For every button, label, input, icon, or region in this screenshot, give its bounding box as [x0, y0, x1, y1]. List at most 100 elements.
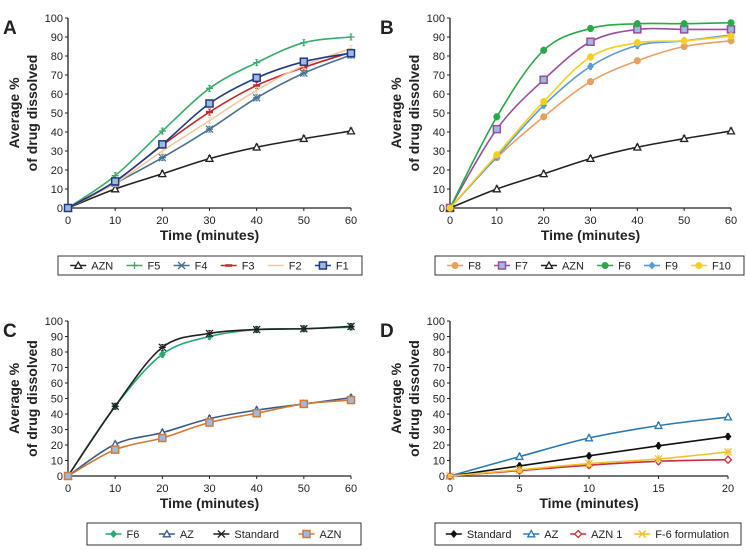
x-axis-label: Time (minutes) [541, 227, 640, 243]
data-point [446, 204, 454, 212]
y-tick-label: 20 [51, 165, 63, 177]
data-point [585, 153, 596, 163]
y-tick-label: 80 [433, 51, 445, 63]
x-tick-label: 0 [447, 483, 453, 495]
y-tick-label: 10 [51, 456, 63, 468]
panel-letter: D [380, 321, 394, 342]
data-point [158, 127, 166, 135]
y-tick-label: 30 [433, 146, 445, 158]
y-tick-label: 20 [433, 440, 445, 452]
y-tick-label: 60 [51, 89, 63, 101]
legend-item: F8 [447, 261, 481, 273]
series-line [67, 130, 352, 209]
data-point [633, 39, 641, 47]
y-tick-label: 90 [51, 32, 63, 44]
data-point [587, 24, 594, 32]
data-point [727, 32, 735, 40]
legend-item: F5 [126, 261, 160, 273]
x-tick-label: 40 [631, 215, 643, 227]
data-point [63, 203, 73, 213]
legend-item: F3 [220, 261, 255, 273]
data-point [347, 322, 355, 331]
data-point [158, 153, 167, 162]
y-tick-label: 0 [439, 203, 445, 215]
data-point [110, 445, 120, 454]
y-tick-label: 100 [427, 13, 445, 25]
x-tick-label: 10 [583, 483, 595, 495]
x-tick-label: 20 [722, 483, 734, 495]
legend-item: F7 [494, 261, 528, 273]
data-point [493, 151, 501, 159]
y-axis-label: Average % [388, 77, 404, 149]
series-azn [445, 126, 736, 212]
legend-item: AZN [70, 261, 113, 273]
y-tick-label: 90 [433, 332, 445, 344]
x-tick-label: 20 [156, 215, 168, 227]
y-tick-label: 20 [51, 440, 63, 452]
legend-item: AZN 1 [570, 529, 622, 541]
y-tick-label: 50 [433, 108, 445, 120]
series-line [67, 396, 352, 477]
legend-item: AZ [523, 529, 559, 541]
legend: F6 AZ Standard AZN [86, 522, 362, 546]
legend-label: F6 [618, 261, 631, 273]
error-bar [208, 117, 211, 124]
data-point [63, 471, 73, 481]
data-point [540, 98, 548, 106]
legend-item: F9 [644, 261, 678, 273]
legend: Standard AZ AZN 1 F-6 formulation [434, 522, 742, 546]
legend-item: AZN [540, 260, 584, 273]
series-line [67, 325, 352, 477]
y-tick-label: 80 [433, 347, 445, 359]
data-point [679, 133, 689, 143]
legend-label: F2 [289, 261, 302, 273]
x-axis-label: Time (minutes) [160, 227, 259, 243]
x-tick-label: 40 [251, 483, 263, 495]
series-line [449, 130, 732, 209]
legend-label: AZ [180, 529, 194, 541]
data-point [727, 19, 735, 27]
y-tick-label: 10 [51, 184, 63, 196]
x-tick-label: 5 [516, 483, 522, 495]
legend-item: F-6 formulation [634, 529, 729, 541]
y-tick-label: 50 [51, 394, 63, 406]
legend-item: AZN [298, 529, 342, 541]
y-axis-label: of drug dissolved [24, 340, 40, 457]
data-point [539, 168, 549, 178]
data-point [492, 184, 502, 193]
data-point [111, 402, 120, 411]
y-tick-label: 50 [433, 394, 445, 406]
data-point [252, 142, 262, 151]
x-tick-label: 0 [447, 215, 453, 227]
data-point [680, 43, 688, 50]
data-point [346, 395, 356, 405]
y-axis-label: of drug dissolved [406, 340, 422, 457]
legend-marker [526, 529, 536, 538]
y-tick-label: 30 [51, 425, 63, 437]
series-azn [63, 395, 356, 481]
y-axis-label: of drug dissolved [24, 55, 40, 172]
series-azn [63, 126, 356, 212]
data-point [299, 324, 308, 333]
legend-item: F1 [314, 261, 349, 273]
data-point [586, 37, 595, 46]
data-point [515, 465, 524, 474]
data-point [206, 84, 213, 92]
legend-label: F4 [195, 261, 208, 273]
data-point [299, 57, 309, 66]
legend-marker [544, 260, 554, 269]
series-line [449, 35, 732, 209]
y-tick-label: 40 [433, 127, 445, 139]
legend-label: AZ [544, 529, 558, 541]
legend-marker [131, 262, 139, 269]
y-tick-label: 60 [433, 89, 445, 101]
legend-marker [450, 530, 458, 538]
legend: AZN F5 F4 F3 F2 F1 [57, 255, 363, 276]
legend-box [434, 522, 742, 546]
series-line [449, 34, 732, 209]
legend-label: F7 [515, 261, 528, 273]
x-tick-label: 60 [345, 483, 357, 495]
y-tick-label: 60 [51, 378, 63, 390]
data-point [299, 399, 309, 409]
